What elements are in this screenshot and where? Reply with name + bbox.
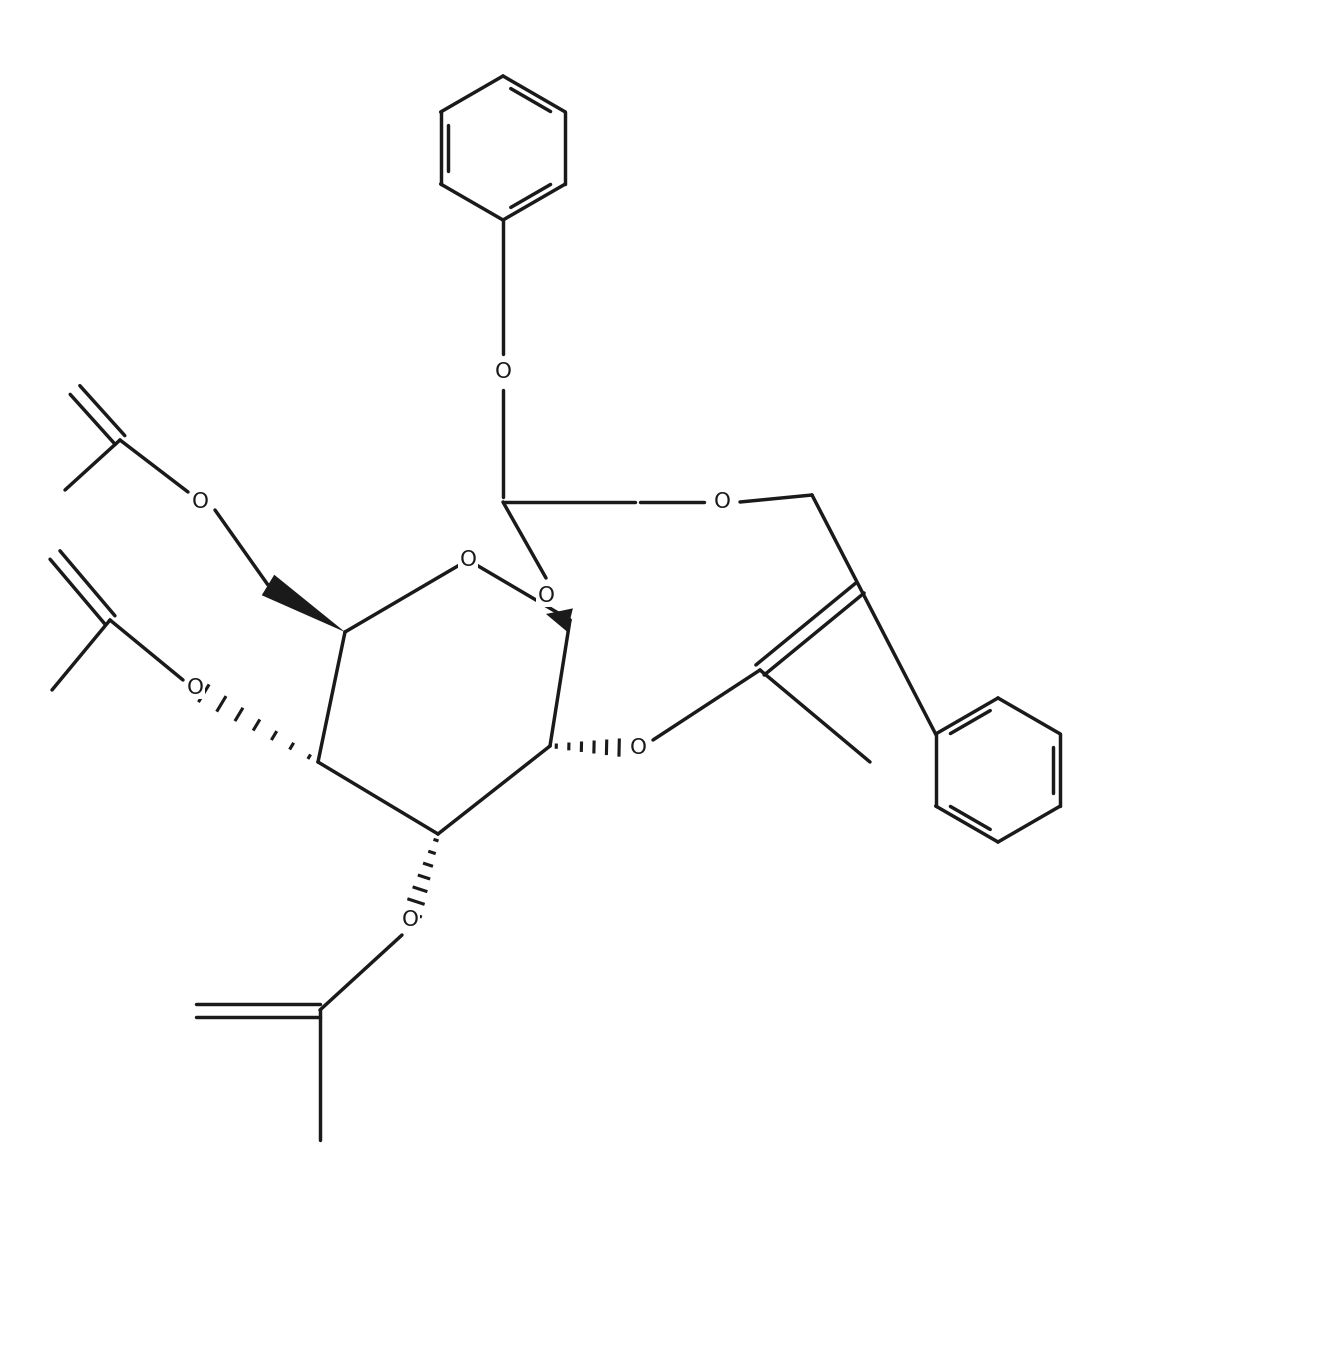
Polygon shape (262, 574, 345, 632)
Text: O: O (460, 550, 477, 570)
Text: O: O (402, 910, 419, 930)
Text: O: O (187, 678, 203, 698)
Text: O: O (191, 492, 208, 512)
Polygon shape (546, 608, 573, 632)
Text: O: O (630, 737, 647, 758)
Text: O: O (494, 363, 511, 381)
Text: O: O (713, 492, 730, 512)
Text: O: O (538, 586, 555, 607)
